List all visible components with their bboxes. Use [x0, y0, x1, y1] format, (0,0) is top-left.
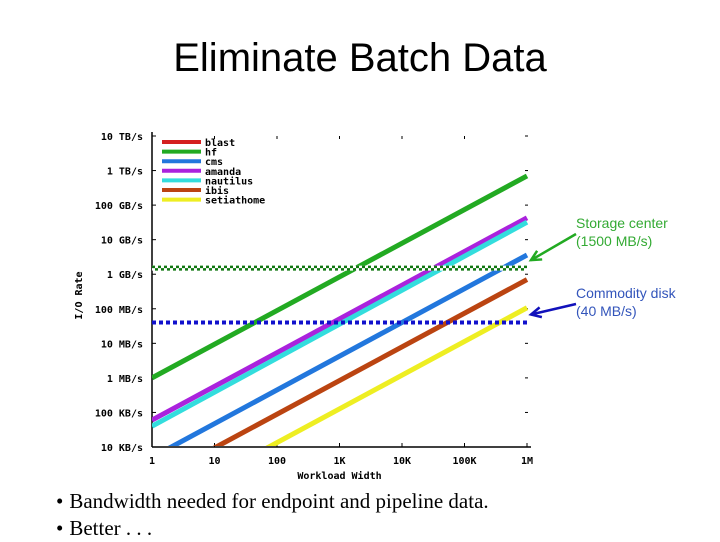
- legend-label: setiathome: [205, 195, 265, 207]
- bullet-item: Better . . .: [56, 515, 489, 542]
- series-line-nautilus: [152, 220, 529, 429]
- series-line-setiathome: [265, 305, 529, 446]
- y-tick-label: 1 GB/s: [107, 270, 143, 281]
- legend-label: nautilus: [205, 175, 253, 187]
- x-tick-label: 100K: [452, 456, 476, 467]
- reference-lines: [152, 265, 527, 325]
- y-tick-label: 10 KB/s: [101, 443, 143, 454]
- y-tick-label: 10 GB/s: [101, 236, 143, 247]
- y-axis-label: I/O Rate: [74, 271, 85, 319]
- series-line-hf: [152, 173, 529, 381]
- x-axis-label: Workload Width: [297, 470, 381, 482]
- legend-label: blast: [205, 138, 235, 149]
- x-tick-label: 1M: [521, 456, 533, 467]
- annotation-label: (40 MB/s): [576, 303, 637, 319]
- series-line-cms: [167, 252, 529, 446]
- y-tick-label: 10 MB/s: [101, 339, 143, 350]
- x-tick-label: 10: [208, 456, 220, 467]
- x-tick-label: 100: [268, 456, 286, 467]
- annotation-label: Commodity disk: [576, 285, 677, 301]
- bullet-list: Bandwidth needed for endpoint and pipeli…: [56, 488, 489, 542]
- arrow: [530, 302, 577, 316]
- arrow: [530, 232, 577, 262]
- legend-label: cms: [205, 157, 223, 168]
- chart-series: [152, 173, 529, 446]
- annotation-label: Storage center: [576, 215, 668, 231]
- x-tick-label: 1: [149, 456, 155, 467]
- legend-label: amanda: [205, 167, 241, 178]
- y-tick-label: 100 MB/s: [95, 305, 143, 316]
- y-tick-label: 100 GB/s: [95, 201, 143, 212]
- y-tick-label: 1 MB/s: [107, 374, 143, 385]
- legend-label: hf: [205, 148, 217, 159]
- legend-label: ibis: [205, 185, 229, 197]
- y-tick-label: 10 TB/s: [101, 132, 143, 143]
- x-tick-label: 1K: [333, 456, 345, 467]
- x-tick-label: 10K: [393, 456, 411, 467]
- chart-annotations: Storage center (1500 MB/s) Commodity disk (…: [528, 215, 677, 319]
- series-line-ibis: [212, 277, 529, 446]
- annotation-label: (1500 MB/s): [576, 233, 652, 249]
- series-line-amanda: [152, 215, 529, 423]
- y-tick-label: 100 KB/s: [95, 408, 143, 419]
- chart-axes: 10 TB/s 1 TB/s 100 GB/s 10 GB/s 1 GB/s 100 MB…: [74, 132, 533, 482]
- y-tick-label: 1 TB/s: [107, 167, 143, 178]
- slide-title: Eliminate Batch Data: [173, 36, 547, 80]
- bullet-item: Bandwidth needed for endpoint and pipeli…: [56, 488, 488, 515]
